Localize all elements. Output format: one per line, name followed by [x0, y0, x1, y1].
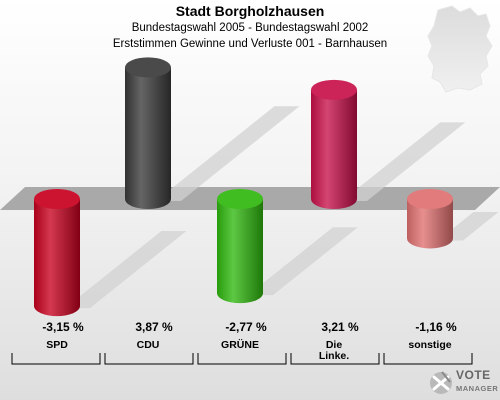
chart-subtitle-district: Erststimmen Gewinne und Verluste 001 - B…: [112, 38, 388, 50]
value-label-cdu: 3,87 %: [135, 320, 173, 334]
logo-text-vote: VOTE: [456, 368, 491, 382]
bar-shadow-sonstige: [438, 212, 499, 241]
category-label-grüne: GRÜNE: [221, 338, 259, 351]
bar-sonstige: [407, 199, 453, 249]
bar-cap-sonstige: [407, 189, 453, 209]
bar-cdu: [125, 67, 171, 209]
category-bracket-sonstige: [383, 353, 473, 365]
category-bracket-grüne: [197, 353, 287, 365]
category-label-sonstige: sonstige: [408, 339, 451, 351]
bar-cap-die-linke: [311, 79, 357, 100]
value-label-sonstige: -1,16 %: [415, 320, 457, 334]
category-bracket-spd: [11, 353, 101, 365]
category-label-cdu: CDU: [137, 339, 160, 351]
value-label-grüne: -2,77 %: [225, 320, 267, 334]
bar-shadow-die-linke: [342, 122, 466, 201]
vote-manager-logo-icon: [430, 371, 452, 394]
bar-grüne: [217, 199, 263, 304]
chart-title: Stadt Borgholzhausen: [175, 3, 325, 19]
chart-subtitle-election: Bundestagswahl 2005 - Bundestagswahl 200…: [131, 22, 369, 34]
bar-cap-grüne: [217, 189, 263, 209]
bar-cap-cdu: [125, 57, 171, 78]
category-label-spd: SPD: [46, 339, 68, 351]
bar-shadow-cdu: [156, 106, 300, 201]
bar-die-linke: [311, 89, 357, 209]
value-label-die-linke: 3,21 %: [321, 320, 359, 334]
value-label-spd: -3,15 %: [42, 320, 84, 334]
bar-spd: [34, 199, 80, 317]
bar-shadow-grüne: [248, 227, 358, 296]
bar-cap-spd: [34, 189, 80, 209]
bar-shadow-spd: [65, 230, 187, 309]
category-label-die-linke: Die Linke.: [319, 339, 349, 362]
germany-map-silhouette: [427, 5, 493, 93]
logo-text-manager: MANAGER: [456, 384, 499, 393]
category-bracket-cdu: [104, 353, 194, 365]
category-bracket-die-linke: [290, 353, 380, 365]
